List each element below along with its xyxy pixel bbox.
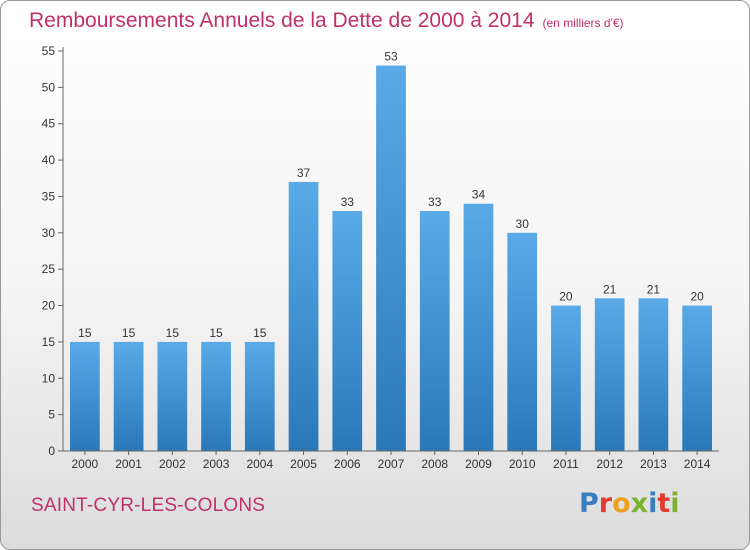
y-tick-label: 30 xyxy=(42,226,56,240)
x-tick-label: 2014 xyxy=(684,457,711,471)
bar-value-label: 33 xyxy=(428,195,442,209)
x-tick-label: 2003 xyxy=(203,457,230,471)
y-tick-label: 5 xyxy=(48,408,55,422)
x-tick-label: 2000 xyxy=(72,457,99,471)
bar xyxy=(507,232,538,451)
logo-letter: r xyxy=(598,488,613,519)
y-tick-label: 20 xyxy=(42,299,56,313)
x-tick-label: 2013 xyxy=(640,457,667,471)
y-tick-label: 50 xyxy=(42,80,56,94)
bar xyxy=(332,211,363,451)
x-axis: 2000 2001 2002 2003 2004 2005 2006 2007 2008 2009… xyxy=(63,450,719,471)
bar-value-label: 15 xyxy=(122,326,136,340)
y-axis: 0 5 10 15 20 25 30 35 40 45 50 55 xyxy=(42,44,64,458)
x-tick-label: 2004 xyxy=(246,457,273,471)
bar-value-label: 21 xyxy=(603,282,617,296)
bar-value-label: 15 xyxy=(166,326,180,340)
unit-note: (en milliers d'€) xyxy=(542,16,624,30)
x-tick-label: 2006 xyxy=(334,457,361,471)
logo-letter: o xyxy=(612,488,631,519)
y-tick-label: 0 xyxy=(48,444,55,458)
title-text: Remboursements Annuels de la Dette de 20… xyxy=(29,9,535,32)
bar xyxy=(551,305,581,451)
logo-letter: t xyxy=(657,488,671,519)
bar xyxy=(201,341,231,451)
x-tick-label: 2001 xyxy=(115,457,142,471)
bar-value-label: 33 xyxy=(341,195,355,209)
x-tick-label: 2011 xyxy=(553,457,579,471)
bar-value-label: 21 xyxy=(647,282,661,296)
y-tick-label: 55 xyxy=(42,44,56,58)
bar-value-label: 34 xyxy=(472,188,486,202)
logo-letter: i xyxy=(648,488,658,519)
x-tick-label: 2008 xyxy=(421,457,448,471)
bar xyxy=(376,65,406,451)
bar-value-label: 53 xyxy=(384,50,398,64)
proxiti-logo: Proxiti xyxy=(579,488,680,519)
bar xyxy=(419,211,450,451)
bar xyxy=(594,298,625,451)
bar xyxy=(113,341,144,451)
bar-value-label: 20 xyxy=(690,290,704,304)
x-tick-label: 2009 xyxy=(465,457,492,471)
bar xyxy=(244,341,275,451)
y-tick-label: 15 xyxy=(42,335,56,349)
bar xyxy=(638,298,669,451)
chart-title: Remboursements Annuels de la Dette de 20… xyxy=(29,9,624,33)
bar xyxy=(157,341,188,451)
bar-value-label: 15 xyxy=(78,326,92,340)
bar-value-label: 15 xyxy=(253,326,267,340)
bar xyxy=(288,181,319,451)
bar-value-label: 37 xyxy=(297,166,311,180)
logo-letter: i xyxy=(670,488,680,519)
x-tick-label: 2007 xyxy=(378,457,405,471)
x-tick-label: 2002 xyxy=(159,457,186,471)
y-tick-label: 35 xyxy=(42,189,56,203)
y-tick-label: 45 xyxy=(42,117,56,131)
y-tick-label: 10 xyxy=(42,371,56,385)
bar xyxy=(463,203,494,451)
bar xyxy=(69,341,100,451)
logo-letter: x xyxy=(630,488,649,519)
bar-value-label: 20 xyxy=(559,290,573,304)
city-name: SAINT-CYR-LES-COLONS xyxy=(31,495,266,516)
y-tick-label: 25 xyxy=(42,262,56,276)
x-tick-label: 2005 xyxy=(290,457,317,471)
bars: 15 15 15 15 15 37 33 53 33 34 30 20 21 21 20 xyxy=(69,50,713,451)
bar-value-label: 15 xyxy=(209,326,223,340)
bar-value-label: 30 xyxy=(516,217,530,231)
logo-letter: P xyxy=(579,488,599,519)
y-tick-label: 40 xyxy=(42,153,56,167)
x-tick-label: 2012 xyxy=(596,457,623,471)
bar xyxy=(682,305,713,451)
x-tick-label: 2010 xyxy=(509,457,536,471)
